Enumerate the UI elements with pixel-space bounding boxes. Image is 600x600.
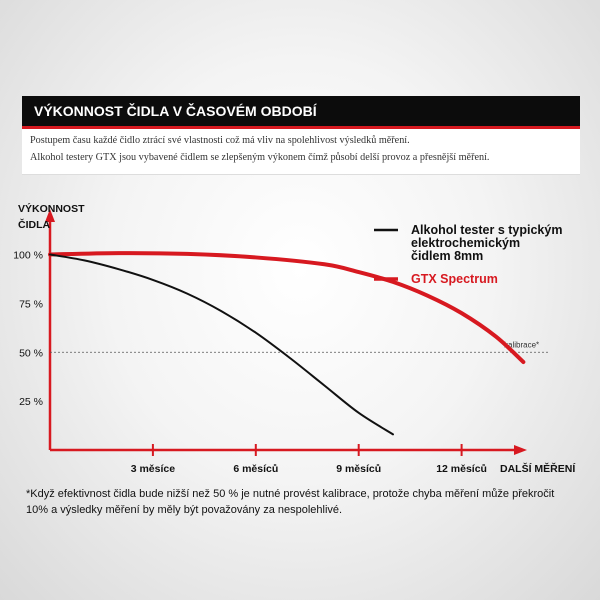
intro-line-2: Alkohol testery GTX jsou vybavené čidlem… (30, 152, 490, 163)
footnote-line-2: 10% a výsledky měření by měly být považo… (26, 504, 343, 516)
y-tick-label: 75 % (19, 298, 43, 310)
legend-label-typical: Alkohol tester s typickým (411, 223, 562, 237)
calibration-label: kalibrace* (504, 340, 539, 349)
legend-label-typical: elektrochemickým (411, 236, 520, 250)
y-axis-arrow (45, 209, 55, 222)
y-axis-title: VÝKONNOST (18, 202, 85, 215)
x-tick-label: 3 měsíce (131, 463, 176, 475)
footnote-line-1: *Když efektivnost čidla bude nižší než 5… (26, 488, 555, 500)
x-tick-label: 9 měsíců (336, 463, 381, 475)
legend-label-typical: čidlem 8mm (411, 249, 483, 263)
page-title: VÝKONNOST ČIDLA V ČASOVÉM OBDOBÍ (22, 96, 580, 126)
legend-label-gtx: GTX Spectrum (411, 272, 498, 286)
x-axis-title: DALŠÍ MĚŘENÍ (500, 462, 576, 475)
y-tick-label: 100 % (13, 250, 43, 262)
y-tick-label: 25 % (19, 396, 43, 408)
series-line-typical-sensor (49, 253, 394, 436)
y-tick-label: 50 % (19, 347, 43, 359)
footnote: *Když efektivnost čidla bude nižší než 5… (26, 486, 586, 518)
x-tick-label: 12 měsíců (436, 463, 487, 475)
title-underline (22, 126, 580, 129)
x-tick-label: 6 měsíců (233, 463, 278, 475)
intro-text-box: Postupem času každé čidlo ztrácí své vla… (22, 129, 580, 175)
y-axis-title: ČIDLA (18, 218, 50, 231)
series-line-gtx-spectrum (48, 251, 526, 365)
intro-line-1: Postupem času každé čidlo ztrácí své vla… (30, 135, 410, 146)
x-axis-arrow (514, 445, 527, 455)
